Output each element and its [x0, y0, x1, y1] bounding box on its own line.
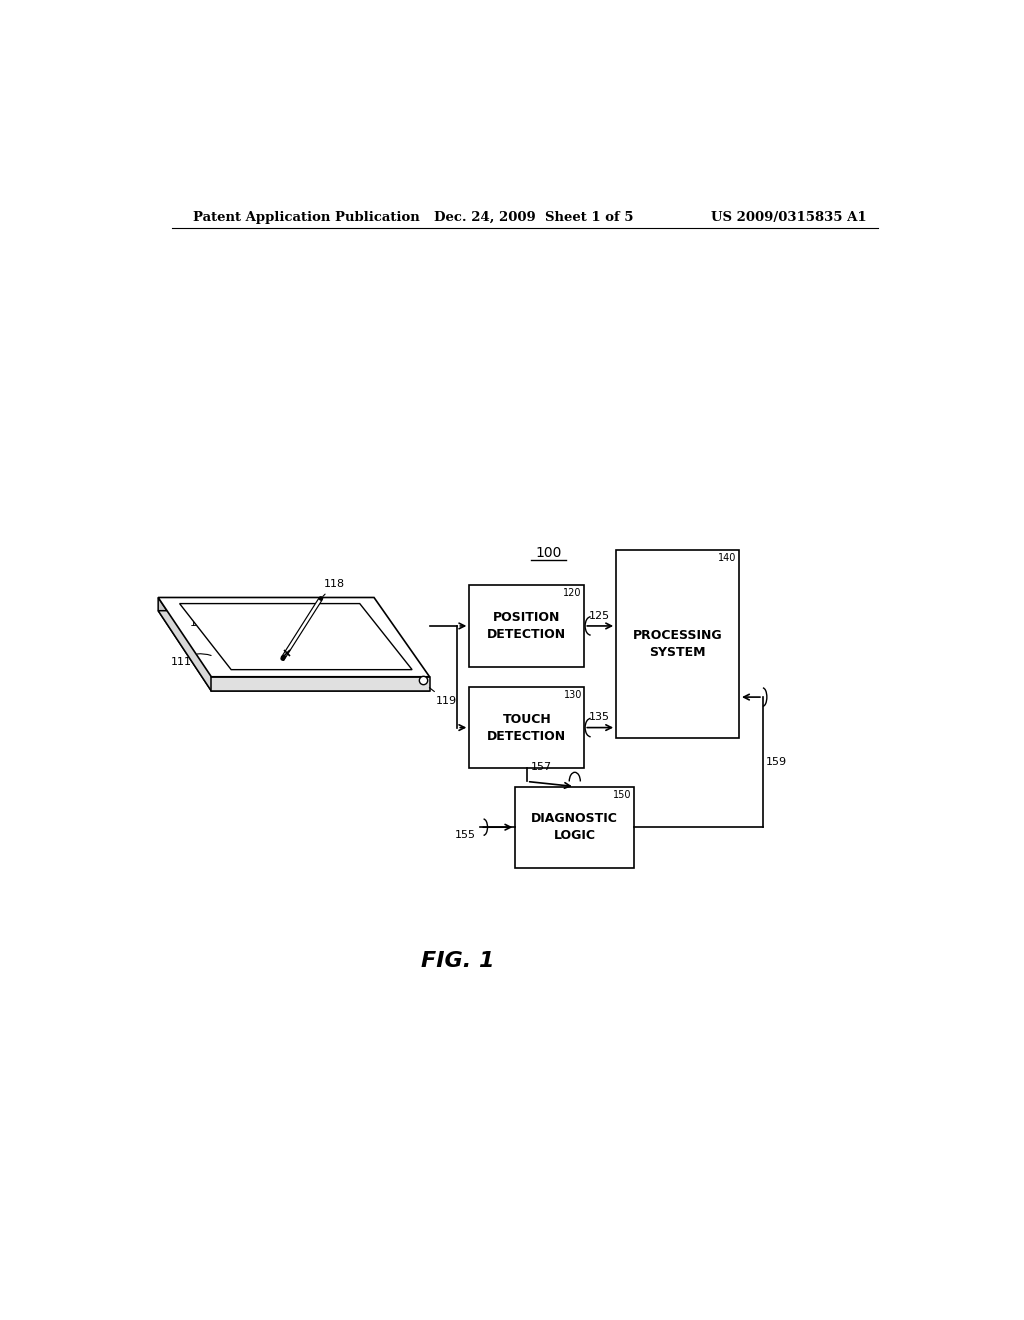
Bar — [469, 585, 585, 667]
Text: TOUCH
DETECTION: TOUCH DETECTION — [487, 713, 566, 743]
Text: Patent Application Publication: Patent Application Publication — [194, 211, 420, 224]
Text: 150: 150 — [613, 789, 632, 800]
Text: 100: 100 — [536, 546, 562, 560]
Text: 110: 110 — [190, 618, 233, 628]
Text: 155: 155 — [455, 830, 475, 841]
Text: 120: 120 — [563, 589, 582, 598]
Text: 130: 130 — [563, 690, 582, 700]
Text: Dec. 24, 2009  Sheet 1 of 5: Dec. 24, 2009 Sheet 1 of 5 — [433, 211, 633, 224]
Polygon shape — [179, 603, 412, 669]
Text: FIG. 1: FIG. 1 — [421, 952, 495, 972]
Text: US 2009/0315835 A1: US 2009/0315835 A1 — [712, 211, 867, 224]
Text: 118: 118 — [323, 579, 345, 597]
Text: 140: 140 — [718, 553, 736, 562]
Text: PROCESSING
SYSTEM: PROCESSING SYSTEM — [633, 628, 722, 659]
Text: DIAGNOSTIC
LOGIC: DIAGNOSTIC LOGIC — [531, 812, 618, 842]
Text: 111: 111 — [170, 653, 211, 667]
Text: 125: 125 — [589, 611, 610, 620]
Bar — [469, 686, 585, 768]
Polygon shape — [158, 598, 430, 677]
Polygon shape — [211, 677, 430, 690]
Text: 157: 157 — [530, 762, 552, 772]
Text: 159: 159 — [766, 758, 787, 767]
Bar — [515, 787, 634, 867]
Text: POSITION
DETECTION: POSITION DETECTION — [487, 611, 566, 642]
Polygon shape — [158, 611, 430, 690]
Polygon shape — [158, 598, 211, 690]
Text: 135: 135 — [589, 713, 610, 722]
Text: 119: 119 — [429, 688, 457, 706]
Bar — [616, 549, 739, 738]
